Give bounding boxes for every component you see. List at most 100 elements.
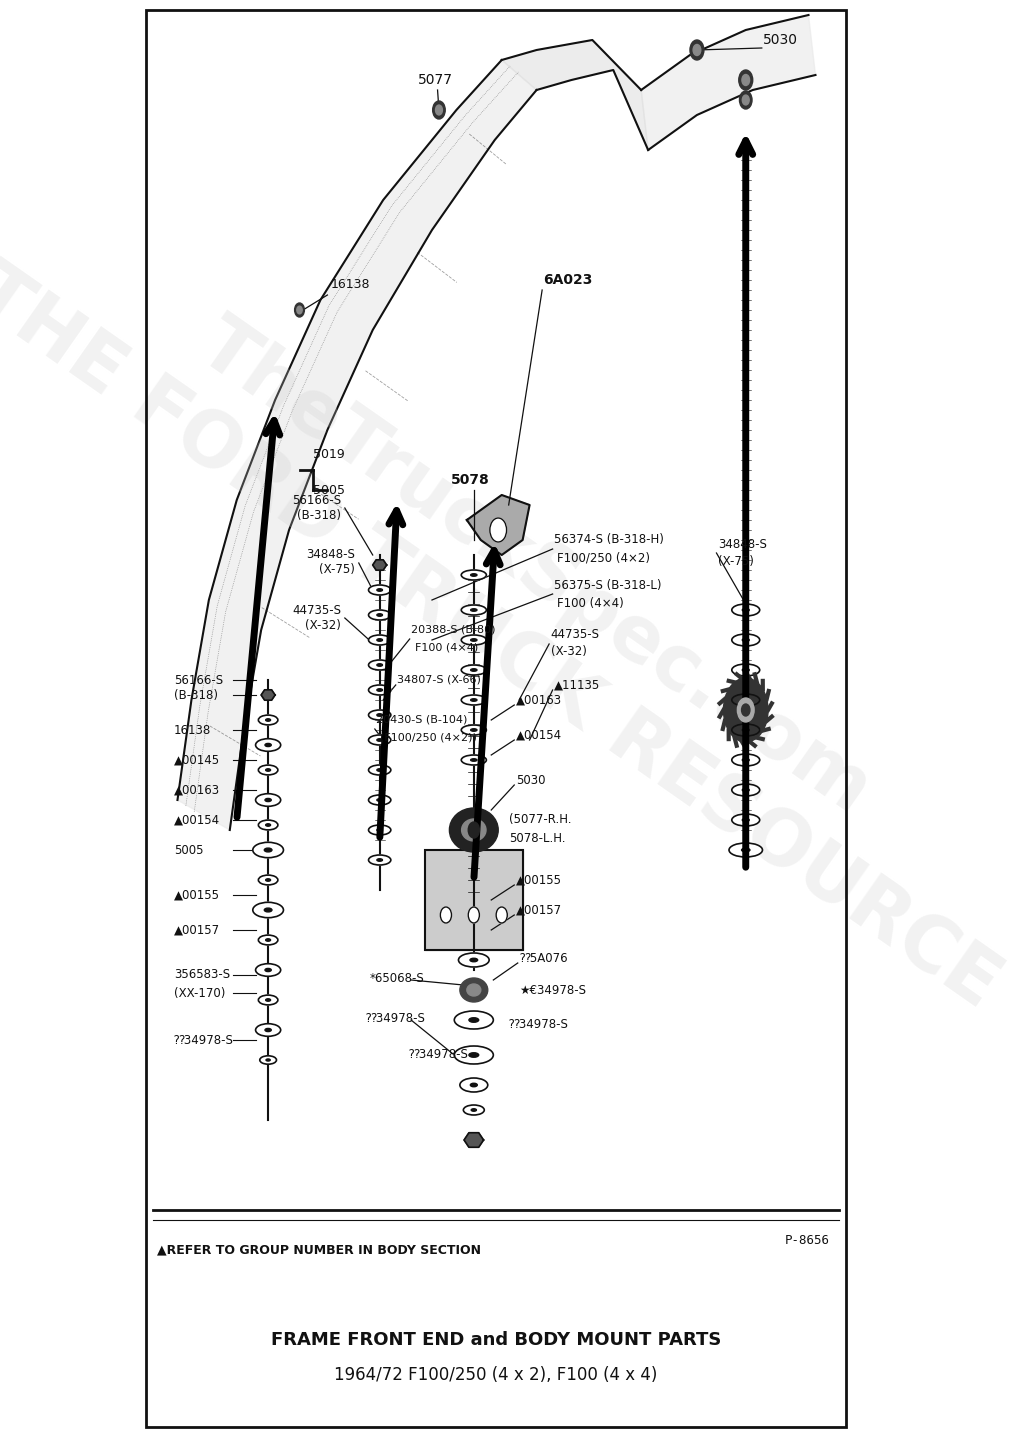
Ellipse shape (742, 668, 750, 671)
Text: 34807-S (X-66): 34807-S (X-66) (397, 675, 481, 685)
Ellipse shape (265, 1029, 271, 1032)
Ellipse shape (471, 573, 477, 576)
Ellipse shape (264, 908, 272, 912)
Ellipse shape (732, 754, 760, 766)
Circle shape (435, 105, 442, 115)
Ellipse shape (742, 759, 750, 762)
Ellipse shape (265, 879, 270, 881)
Ellipse shape (265, 799, 271, 802)
Ellipse shape (258, 764, 278, 775)
Ellipse shape (369, 635, 391, 645)
Ellipse shape (461, 754, 486, 764)
Ellipse shape (732, 813, 760, 826)
Ellipse shape (256, 964, 281, 976)
Ellipse shape (461, 635, 486, 645)
Ellipse shape (264, 848, 272, 852)
Ellipse shape (256, 793, 281, 806)
Text: 5030: 5030 (516, 773, 545, 786)
Text: ▲00154: ▲00154 (174, 813, 220, 826)
Ellipse shape (461, 570, 486, 581)
Text: 5078: 5078 (451, 473, 489, 487)
Text: 5078-L.H.: 5078-L.H. (509, 832, 565, 845)
Text: 20430-S (B-104): 20430-S (B-104) (376, 716, 468, 726)
Text: ★€34978-S: ★€34978-S (519, 983, 586, 996)
Ellipse shape (369, 764, 391, 775)
Circle shape (489, 517, 507, 542)
Text: (XX-170): (XX-170) (174, 986, 225, 1000)
Ellipse shape (253, 902, 284, 918)
Ellipse shape (462, 819, 486, 841)
Text: ▲00155: ▲00155 (174, 888, 220, 901)
Text: 356583-S: 356583-S (174, 969, 230, 981)
Ellipse shape (471, 729, 477, 731)
Ellipse shape (469, 1017, 478, 1022)
Text: ▲11135: ▲11135 (554, 678, 600, 691)
Ellipse shape (463, 1105, 484, 1115)
Ellipse shape (455, 1046, 494, 1063)
Ellipse shape (369, 660, 391, 670)
Text: FRAME FRONT END and BODY MOUNT PARTS: FRAME FRONT END and BODY MOUNT PARTS (271, 1331, 721, 1349)
Text: 44735-S: 44735-S (292, 604, 341, 616)
Ellipse shape (256, 739, 281, 752)
Text: P-8656: P-8656 (784, 1233, 829, 1246)
Ellipse shape (471, 609, 477, 611)
Text: ⁇34978-S: ⁇34978-S (409, 1049, 469, 1062)
Text: 56374-S (B-318-H): 56374-S (B-318-H) (554, 533, 664, 546)
Polygon shape (261, 690, 275, 700)
Ellipse shape (461, 605, 486, 615)
Text: 34848-S: 34848-S (718, 539, 767, 552)
Text: (B-318): (B-318) (297, 509, 341, 522)
Ellipse shape (471, 759, 477, 762)
Ellipse shape (377, 664, 383, 667)
Text: ▲00163: ▲00163 (516, 694, 562, 707)
Ellipse shape (369, 795, 391, 805)
Ellipse shape (377, 769, 383, 772)
Text: ▲00163: ▲00163 (174, 783, 220, 796)
Circle shape (739, 91, 752, 109)
Ellipse shape (469, 1053, 478, 1058)
Ellipse shape (256, 1023, 281, 1036)
Ellipse shape (732, 634, 760, 647)
Ellipse shape (461, 696, 486, 706)
Ellipse shape (258, 994, 278, 1004)
Ellipse shape (369, 609, 391, 619)
Text: ▲00155: ▲00155 (516, 874, 561, 887)
Ellipse shape (369, 710, 391, 720)
Text: 5030: 5030 (763, 33, 798, 47)
Ellipse shape (258, 875, 278, 885)
Circle shape (742, 75, 750, 85)
Ellipse shape (369, 685, 391, 696)
Ellipse shape (742, 819, 750, 822)
Ellipse shape (471, 668, 477, 671)
Text: (B-318): (B-318) (174, 688, 218, 701)
Ellipse shape (471, 698, 477, 701)
Bar (425, 851, 522, 950)
Ellipse shape (258, 716, 278, 724)
Circle shape (693, 45, 700, 56)
Text: 44735-S: 44735-S (551, 628, 599, 641)
Ellipse shape (377, 859, 383, 861)
Ellipse shape (742, 789, 750, 792)
Ellipse shape (450, 808, 499, 852)
Ellipse shape (471, 1109, 476, 1111)
Circle shape (440, 907, 452, 923)
Ellipse shape (461, 726, 486, 734)
Polygon shape (464, 1132, 483, 1147)
Ellipse shape (377, 799, 383, 802)
Text: F100/250 (4×2): F100/250 (4×2) (557, 552, 650, 565)
Ellipse shape (377, 739, 383, 741)
Circle shape (738, 70, 753, 91)
Text: ▲REFER TO GROUP NUMBER IN BODY SECTION: ▲REFER TO GROUP NUMBER IN BODY SECTION (157, 1243, 480, 1256)
Ellipse shape (461, 665, 486, 675)
Ellipse shape (470, 958, 477, 961)
Ellipse shape (265, 718, 270, 721)
Text: *65068-S: *65068-S (370, 971, 424, 984)
Ellipse shape (258, 935, 278, 946)
Ellipse shape (265, 823, 270, 826)
Circle shape (737, 698, 754, 721)
Ellipse shape (470, 1083, 477, 1086)
Text: ⁇34978-S: ⁇34978-S (174, 1033, 233, 1046)
Ellipse shape (377, 714, 383, 716)
Text: (X-75): (X-75) (319, 563, 355, 576)
Ellipse shape (265, 938, 270, 941)
